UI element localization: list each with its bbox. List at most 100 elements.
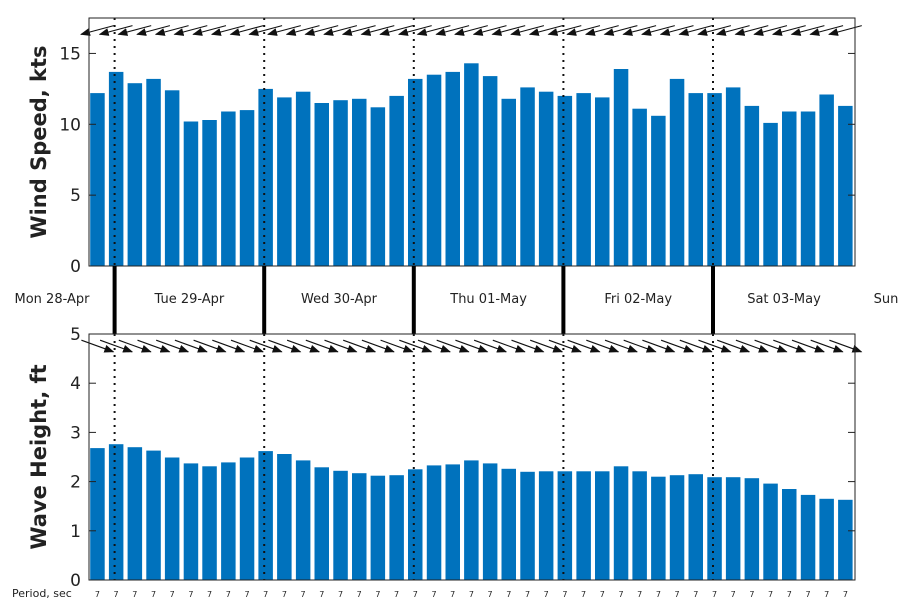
direction-arrow bbox=[678, 25, 713, 36]
direction-arrow bbox=[567, 339, 601, 353]
bar bbox=[838, 499, 853, 580]
direction-arrow bbox=[604, 339, 638, 353]
direction-arrow bbox=[455, 339, 489, 353]
y-tick-label: 10 bbox=[59, 115, 81, 135]
bar bbox=[838, 105, 853, 267]
wave-height-panel: Wave Height, ft 0 1 2 3 4 5 bbox=[27, 325, 863, 591]
direction-arrow bbox=[173, 25, 208, 36]
direction-arrow bbox=[790, 25, 825, 36]
direction-arrow bbox=[734, 25, 769, 36]
period-value: 7 bbox=[675, 590, 680, 599]
day-label: Fri 02-May bbox=[604, 292, 672, 307]
direction-arrow bbox=[137, 339, 171, 353]
direction-arrow bbox=[828, 25, 862, 36]
period-value: 7 bbox=[207, 590, 212, 599]
bar bbox=[295, 91, 311, 266]
direction-arrow bbox=[98, 25, 133, 36]
bar bbox=[314, 103, 329, 266]
y-tick-label: 5 bbox=[70, 186, 81, 206]
direction-arrow bbox=[417, 339, 451, 353]
bar bbox=[744, 105, 760, 267]
period-value: 7 bbox=[824, 590, 829, 599]
period-value: 7 bbox=[693, 590, 698, 599]
period-value: 7 bbox=[525, 590, 530, 599]
direction-arrow bbox=[810, 339, 844, 353]
bar bbox=[819, 498, 834, 580]
y-tick-label: 3 bbox=[70, 423, 81, 443]
direction-arrow bbox=[341, 25, 376, 36]
period-value: 7 bbox=[170, 590, 175, 599]
direction-arrow bbox=[623, 339, 657, 353]
direction-arrow bbox=[268, 339, 302, 353]
period-value: 7 bbox=[712, 590, 717, 599]
period-value: 7 bbox=[618, 590, 623, 599]
direction-arrow bbox=[660, 339, 695, 353]
bar bbox=[370, 107, 386, 266]
direction-arrow bbox=[397, 25, 432, 36]
day-label: Sun bbox=[874, 292, 899, 307]
bar bbox=[202, 120, 217, 266]
direction-arrow bbox=[229, 25, 264, 36]
bar bbox=[688, 93, 703, 266]
direction-arrow bbox=[416, 25, 451, 36]
bar bbox=[277, 454, 292, 580]
bar bbox=[333, 100, 348, 266]
direction-arrow bbox=[399, 339, 433, 353]
bar bbox=[90, 93, 105, 266]
direction-arrow bbox=[343, 339, 377, 353]
y-tick-label: 1 bbox=[70, 522, 81, 542]
period-value: 7 bbox=[132, 590, 137, 599]
y-tick-label: 4 bbox=[70, 374, 81, 394]
y-tick-label: 2 bbox=[70, 473, 81, 493]
y-tick-label: 0 bbox=[70, 257, 81, 277]
y-axis-label: Wave Height, ft bbox=[27, 364, 51, 549]
bar bbox=[538, 91, 554, 266]
direction-arrow bbox=[717, 339, 751, 353]
period-value: 7 bbox=[469, 590, 474, 599]
period-label: Period, sec bbox=[12, 587, 72, 600]
bar bbox=[445, 464, 460, 580]
bar bbox=[408, 78, 423, 267]
direction-arrow bbox=[324, 339, 358, 353]
direction-arrow bbox=[230, 339, 264, 353]
direction-arrow bbox=[286, 339, 321, 353]
day-label-strip: Mon 28-Apr Tue 29-Apr Wed 30-Apr Thu 01-May… bbox=[15, 266, 899, 334]
direction-arrow bbox=[603, 25, 638, 36]
bar bbox=[782, 111, 797, 266]
direction-arrow bbox=[829, 339, 863, 353]
bar bbox=[688, 474, 703, 580]
direction-arrow bbox=[435, 25, 470, 36]
period-value: 7 bbox=[375, 590, 380, 599]
bar bbox=[239, 457, 255, 580]
direction-arrow bbox=[642, 339, 676, 353]
direction-arrow bbox=[81, 339, 115, 353]
direction-arrow bbox=[510, 25, 545, 36]
period-value: 7 bbox=[581, 590, 586, 599]
direction-arrow bbox=[210, 25, 245, 36]
period-value: 7 bbox=[544, 590, 549, 599]
bar bbox=[90, 448, 105, 580]
bar bbox=[632, 108, 647, 266]
direction-arrow bbox=[566, 25, 601, 36]
bar bbox=[127, 83, 143, 266]
period-value: 7 bbox=[319, 590, 324, 599]
direction-arrow bbox=[379, 25, 414, 36]
direction-arrow bbox=[193, 339, 227, 353]
bar bbox=[651, 115, 666, 266]
period-value: 7 bbox=[600, 590, 605, 599]
period-value: 7 bbox=[95, 590, 100, 599]
bar bbox=[146, 450, 161, 580]
direction-arrow bbox=[586, 339, 620, 353]
direction-arrow bbox=[473, 339, 508, 353]
bar bbox=[108, 71, 124, 267]
bar bbox=[800, 494, 816, 580]
period-value: 7 bbox=[394, 590, 399, 599]
direction-arrow bbox=[99, 339, 134, 353]
direction-arrow bbox=[360, 25, 395, 36]
bar bbox=[595, 471, 610, 580]
y-tick-label: 5 bbox=[70, 325, 81, 345]
direction-arrow bbox=[174, 339, 208, 353]
plot-frame bbox=[88, 17, 856, 267]
direction-arrow bbox=[117, 25, 152, 36]
direction-arrow bbox=[248, 25, 283, 36]
